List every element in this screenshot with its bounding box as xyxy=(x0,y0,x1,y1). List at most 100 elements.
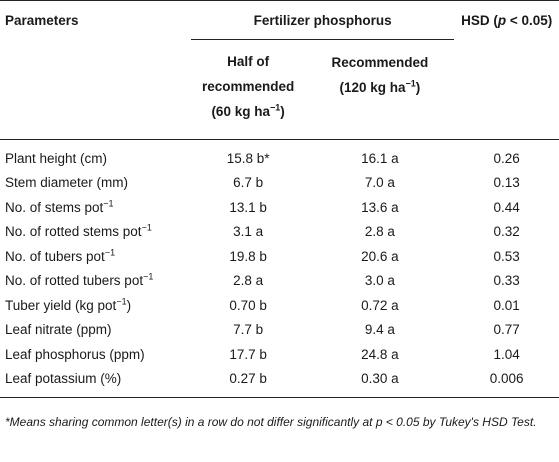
cell-half-recommended: 3.1 a xyxy=(191,220,306,245)
table-row: Leaf nitrate (ppm) 7.7 b 9.4 a 0.77 xyxy=(0,318,559,343)
hsd-p: p xyxy=(497,13,507,28)
cell-parameter-text: No. of rotted stems pot xyxy=(5,224,142,240)
header-divider xyxy=(0,132,559,140)
cell-recommended-text: 2.8 a xyxy=(364,224,395,240)
header-recommended: Recommended (120 kg ha−1) xyxy=(305,40,454,133)
cell-half-recommended: 7.7 b xyxy=(191,318,306,343)
cell-hsd: 0.006 xyxy=(454,366,559,398)
cell-recommended: 13.6 a xyxy=(305,195,454,220)
header-hsd: HSD (p < 0.05) xyxy=(454,0,559,132)
cell-hsd-text: 0.77 xyxy=(493,322,520,338)
cell-parameter: Leaf nitrate (ppm) xyxy=(0,318,191,343)
cell-hsd: 0.33 xyxy=(454,269,559,294)
cell-recommended-text: 16.1 a xyxy=(361,150,399,166)
cell-parameter-text: No. of tubers pot xyxy=(5,248,105,264)
half-line3: (60 kg ha xyxy=(211,103,270,119)
cell-recommended-text: 7.0 a xyxy=(364,175,395,191)
cell-half-recommended-text: 7.7 b xyxy=(233,322,264,338)
cell-parameter: Tuber yield (kg pot−1) xyxy=(0,293,191,318)
cell-half-recommended-text: 2.8 a xyxy=(233,273,264,289)
cell-hsd-text: 0.006 xyxy=(489,371,524,387)
cell-recommended: 20.6 a xyxy=(305,244,454,269)
cell-half-recommended-text: 15.8 b* xyxy=(226,150,270,166)
cell-recommended: 9.4 a xyxy=(305,318,454,343)
cell-hsd-text: 0.32 xyxy=(493,224,520,240)
cell-parameter-text: Plant height (cm) xyxy=(5,150,108,166)
table-row: No. of stems pot−1 13.1 b 13.6 a 0.44 xyxy=(0,195,559,220)
cell-half-recommended: 0.27 b xyxy=(190,366,306,398)
half-line1: Half of xyxy=(227,53,270,69)
cell-hsd-text: 0.53 xyxy=(493,248,520,264)
cell-parameter-sup: −1 xyxy=(116,296,127,307)
table-row: Stem diameter (mm) 6.7 b 7.0 a 0.13 xyxy=(0,171,559,196)
cell-recommended-text: 3.0 a xyxy=(364,273,395,289)
half-line2: recommended xyxy=(201,78,295,94)
cell-hsd-text: 0.33 xyxy=(493,273,520,289)
half-line3-post: ) xyxy=(280,103,285,119)
hsd-prefix: HSD ( xyxy=(461,13,498,28)
cell-parameter: No. of tubers pot−1 xyxy=(0,244,191,269)
header-fertilizer-phosphorus: Fertilizer phosphorus xyxy=(190,0,455,40)
cell-parameter: Plant height (cm) xyxy=(0,140,191,171)
cell-half-recommended-text: 17.7 b xyxy=(229,346,267,362)
cell-parameter-text: Stem diameter (mm) xyxy=(5,175,129,191)
header-half-recommended: Half of recommended (60 kg ha−1) xyxy=(191,40,306,133)
table-row: Leaf potassium (%) 0.27 b 0.30 a 0.006 xyxy=(0,366,559,398)
cell-parameter: No. of rotted stems pot−1 xyxy=(0,220,191,245)
header-row-top: Parameters Fertilizer phosphorus HSD (p … xyxy=(0,0,559,132)
half-line3-sup: −1 xyxy=(269,102,281,112)
table-row: No. of rotted tubers pot−1 2.8 a 3.0 a 0.33 xyxy=(0,269,559,294)
cell-recommended-text: 24.8 a xyxy=(361,346,399,362)
cell-parameter-sup: −1 xyxy=(104,247,116,258)
cell-parameter-text: No. of rotted tubers pot xyxy=(5,273,144,289)
cell-recommended-text: 0.30 a xyxy=(361,371,399,387)
rec-line2: (120 kg ha xyxy=(339,80,406,95)
rec-line2-post: ) xyxy=(415,80,421,95)
cell-parameter-text: Leaf nitrate (ppm) xyxy=(5,322,112,338)
cell-recommended: 0.30 a xyxy=(305,366,455,398)
cell-parameter-sup: −1 xyxy=(103,198,114,209)
cell-half-recommended: 2.8 a xyxy=(191,269,306,294)
cell-hsd-text: 0.13 xyxy=(493,175,520,191)
cell-hsd: 1.04 xyxy=(454,342,559,367)
cell-hsd: 0.77 xyxy=(454,318,559,343)
cell-half-recommended: 13.1 b xyxy=(191,195,306,220)
table-row: No. of rotted stems pot−1 3.1 a 2.8 a 0.32 xyxy=(0,220,559,245)
table-row: Leaf phosphorus (ppm) 17.7 b 24.8 a 1.04 xyxy=(0,342,559,367)
table-row: Tuber yield (kg pot−1) 0.70 b 0.72 a 0.01 xyxy=(0,293,559,318)
cell-parameter-sup: −1 xyxy=(143,271,154,282)
cell-recommended: 7.0 a xyxy=(305,171,454,196)
cell-parameter: Stem diameter (mm) xyxy=(0,171,191,196)
footnote: *Means sharing common letter(s) in a row… xyxy=(5,415,537,429)
cell-hsd: 0.13 xyxy=(454,171,559,196)
cell-recommended: 3.0 a xyxy=(305,269,454,294)
cell-hsd-text: 1.04 xyxy=(493,346,520,362)
cell-hsd: 0.26 xyxy=(454,140,559,171)
cell-hsd-text: 0.44 xyxy=(493,199,520,215)
cell-parameter-text: Leaf phosphorus (ppm) xyxy=(5,346,145,362)
cell-parameter: Leaf phosphorus (ppm) xyxy=(0,342,191,367)
cell-half-recommended: 0.70 b xyxy=(191,293,306,318)
cell-recommended: 2.8 a xyxy=(305,220,454,245)
cell-recommended: 0.72 a xyxy=(305,293,454,318)
cell-half-recommended: 6.7 b xyxy=(191,171,306,196)
header-row-sub: Half of recommended (60 kg ha−1) Recomme… xyxy=(0,40,559,133)
cell-half-recommended-text: 19.8 b xyxy=(229,248,267,264)
cell-half-recommended-text: 0.27 b xyxy=(229,371,267,387)
hsd-suffix: < 0.05) xyxy=(506,13,553,28)
results-table: Parameters Fertilizer phosphorus HSD (p … xyxy=(0,0,559,398)
cell-hsd: 0.53 xyxy=(454,244,559,269)
cell-half-recommended: 17.7 b xyxy=(191,342,306,367)
cell-parameter: No. of rotted tubers pot−1 xyxy=(0,269,191,294)
cell-parameter-text: No. of stems pot xyxy=(5,199,104,215)
cell-parameter: Leaf potassium (%) xyxy=(0,366,191,398)
cell-hsd-text: 0.26 xyxy=(493,150,520,166)
table-row: Plant height (cm) 15.8 b* 16.1 a 0.26 xyxy=(0,140,559,171)
cell-half-recommended: 19.8 b xyxy=(191,244,306,269)
cell-half-recommended-text: 13.1 b xyxy=(229,199,267,215)
cell-hsd-text: 0.01 xyxy=(493,297,520,313)
cell-parameter: No. of stems pot−1 xyxy=(0,195,191,220)
cell-parameter-text: Tuber yield (kg pot xyxy=(5,297,117,313)
cell-hsd: 0.44 xyxy=(454,195,559,220)
